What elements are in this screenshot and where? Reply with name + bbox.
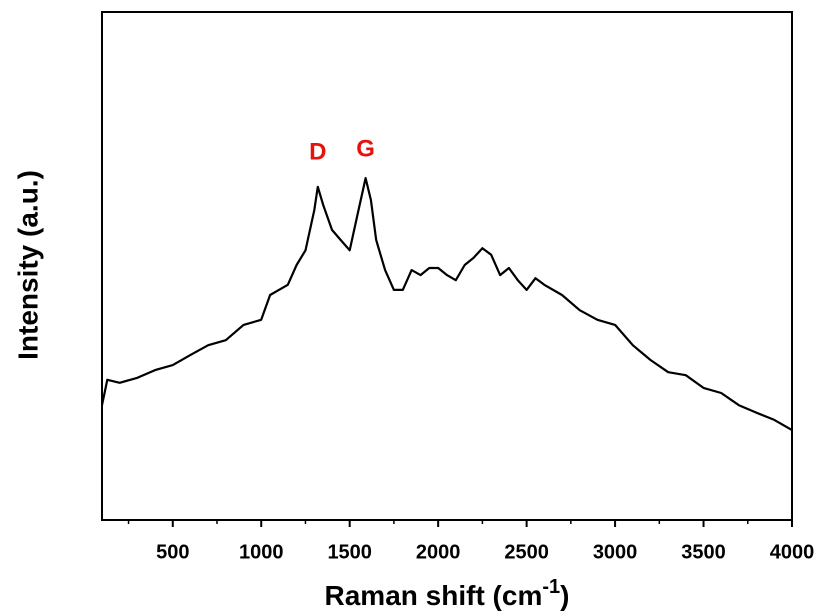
x-tick-label: 500	[156, 541, 189, 563]
x-tick-label: 2500	[504, 541, 549, 563]
x-axis-label-suffix: )	[560, 580, 569, 611]
spectrum-line	[100, 177, 793, 432]
plot-frame	[101, 11, 793, 521]
x-axis-label: Raman shift (cm-1)	[325, 576, 570, 611]
x-tick-label: 3500	[681, 541, 726, 563]
x-tick-label: 1500	[327, 541, 372, 563]
y-axis-label: Intensity (a.u.)	[12, 170, 43, 360]
x-tick-label: 4000	[770, 541, 815, 563]
peak-label: G	[356, 136, 375, 163]
x-axis-label-text: Raman shift (cm	[325, 580, 543, 611]
x-tick-label: 2000	[416, 541, 461, 563]
x-axis-label-sup: -1	[542, 576, 560, 598]
x-tick-label: 3000	[593, 541, 638, 563]
x-tick-label: 1000	[239, 541, 284, 563]
peak-label: D	[309, 139, 326, 166]
